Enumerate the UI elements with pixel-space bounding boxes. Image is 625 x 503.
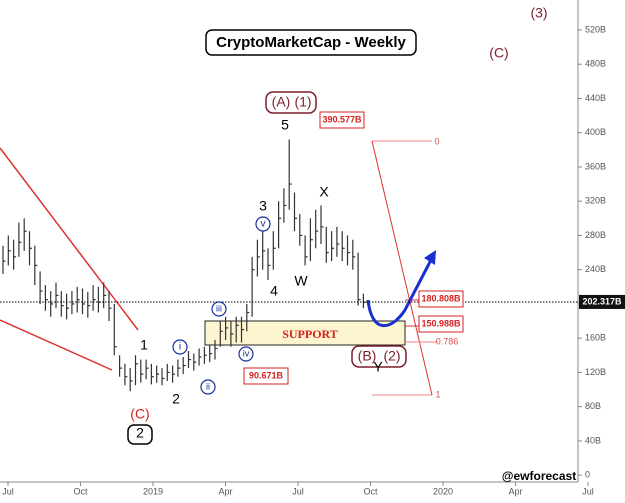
annotation: (C) <box>130 406 149 422</box>
x-tick-label: Apr <box>508 486 522 496</box>
x-tick-label: Oct <box>73 486 88 496</box>
x-tick-label: Apr <box>218 486 232 496</box>
y-tick-label: 360B <box>585 161 606 171</box>
last-price-box <box>579 294 625 309</box>
annotation: (2) <box>383 348 400 364</box>
y-tick-label: 480B <box>585 59 606 69</box>
annotation: (A) <box>272 94 291 110</box>
annotation: X <box>319 184 329 200</box>
arrow-head <box>424 250 436 265</box>
annotation: 1 <box>435 389 440 399</box>
label-box <box>351 345 407 368</box>
y-tick-label: 440B <box>585 93 606 103</box>
wave-circle <box>211 301 227 317</box>
annotation: SUPPORT <box>282 327 338 341</box>
annotation: 4 <box>270 283 278 299</box>
x-tick-label: Oct <box>363 486 378 496</box>
y-tick-label: 0 <box>585 470 590 480</box>
annotation: 1 <box>140 337 148 353</box>
x-tick-label: 2020 <box>433 486 453 496</box>
y-tick-label: 280B <box>585 230 606 240</box>
annotation: 90.671B <box>249 370 284 380</box>
wave-circle <box>200 379 216 395</box>
annotation: 0 <box>434 136 439 146</box>
y-tick-label: 400B <box>585 127 606 137</box>
price-label-box <box>319 111 365 129</box>
annotation: iii <box>216 303 222 313</box>
label-box <box>265 91 317 114</box>
annotation: W <box>294 273 308 289</box>
annotation: 5 <box>281 117 289 133</box>
annotation: Y <box>373 359 383 375</box>
annotation: 0.786 <box>436 336 459 346</box>
x-tick-label: Jul <box>2 486 14 496</box>
trend-line <box>0 319 113 371</box>
annotation: iv <box>243 348 250 358</box>
y-tick-label: 520B <box>585 24 606 34</box>
annotation: ii <box>206 381 210 391</box>
annotation: 2 <box>136 425 144 441</box>
annotation: v <box>261 219 266 230</box>
annotation: 150.988B <box>421 318 461 328</box>
label-box <box>127 424 153 445</box>
annotation: (1) <box>294 94 311 110</box>
annotation: 2 <box>172 391 180 407</box>
y-tick-label: 240B <box>585 264 606 274</box>
x-tick-label: Jul <box>582 486 594 496</box>
y-tick-label: 120B <box>585 367 606 377</box>
annotation: (3) <box>530 5 547 21</box>
annotation: i <box>179 342 181 353</box>
wave-circle <box>172 339 188 355</box>
chart-title: CryptoMarketCap - Weekly <box>216 34 406 51</box>
projection-arrow <box>366 257 434 328</box>
annotation: @ewforecast <box>502 469 576 483</box>
trend-line <box>0 147 139 331</box>
y-tick-label: 40B <box>585 435 601 445</box>
wave-circle <box>238 346 254 362</box>
price-label-box <box>243 367 289 385</box>
fib-line <box>371 140 433 396</box>
y-tick-label: 160B <box>585 333 606 343</box>
annotation: 390.577B <box>322 114 362 124</box>
x-tick-label: Jul <box>292 486 304 496</box>
annotation: 3 <box>259 198 267 214</box>
wave-circle <box>255 216 271 232</box>
y-tick-label: 80B <box>585 401 601 411</box>
price-label-box <box>418 290 464 308</box>
title-box <box>205 29 417 56</box>
y-tick-label: 320B <box>585 196 606 206</box>
last-price-label: 202.317B <box>582 296 622 306</box>
price-label-box <box>418 315 464 333</box>
annotation: 180.808B <box>421 293 461 303</box>
x-tick-label: 2019 <box>143 486 163 496</box>
annotation: (C) <box>489 45 508 61</box>
annotation: (B) <box>358 348 377 364</box>
